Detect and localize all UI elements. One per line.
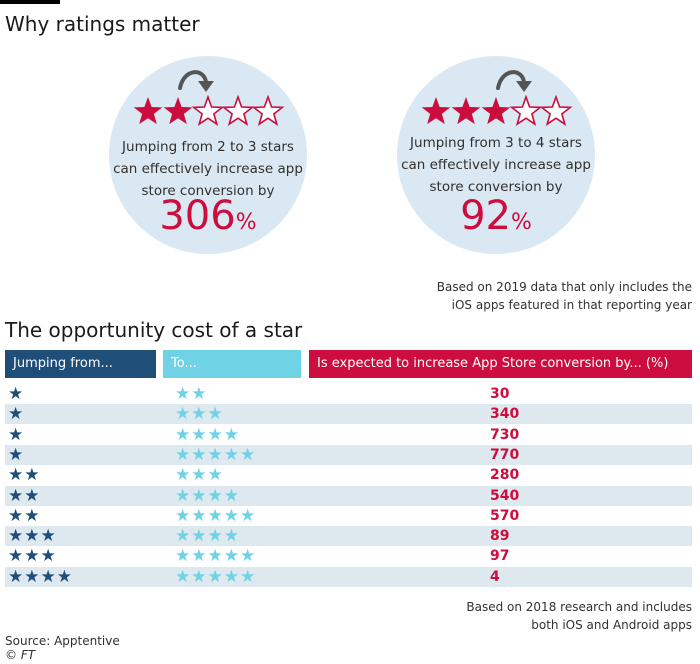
data-note-2019-line2: iOS apps featured in that reporting year	[451, 298, 692, 312]
filled-star-icon-2-1	[421, 97, 451, 125]
from-stars-icon: ★	[8, 404, 25, 425]
conversion-increase-value: 97	[490, 548, 510, 565]
callout-circle-2	[397, 56, 595, 254]
arrow-head-icon-1	[198, 81, 214, 92]
to-stars-icon: ★★★★★	[175, 505, 257, 526]
table-row: ★ ★★★★★ 770	[5, 444, 692, 465]
column-header-increase: Is expected to increase App Store conver…	[309, 350, 692, 378]
empty-star-icon-2-5	[539, 94, 573, 126]
conversion-increase-value: 89	[490, 528, 510, 545]
callout-text-1: Jumping from 2 to 3 stars can effectivel…	[113, 139, 303, 199]
table-row: ★ ★★ 30	[5, 384, 692, 404]
to-stars-icon: ★★★★	[175, 485, 240, 506]
data-note-2018-line2: both iOS and Android apps	[531, 618, 692, 632]
filled-star-icon-2-3	[481, 97, 511, 125]
table-row: ★ ★★★ 340	[5, 404, 692, 425]
empty-star-icon-2-4	[509, 94, 543, 126]
callout-value-2: 92%	[397, 193, 595, 239]
from-stars-icon: ★	[8, 424, 25, 445]
curved-arrow-icon-2	[496, 70, 526, 90]
section-title-opportunity-cost: The opportunity cost of a star	[5, 318, 303, 342]
data-note-2019-line1: Based on 2019 data that only includes th…	[436, 280, 692, 294]
filled-star-icon-1-1	[133, 97, 163, 125]
from-stars-icon: ★★★	[8, 546, 57, 567]
from-stars-icon: ★★★	[8, 526, 57, 547]
to-stars-icon: ★★★★	[175, 424, 240, 445]
ft-credit: © FT	[5, 648, 36, 662]
table-row: ★★★ ★★★★ 89	[5, 526, 692, 547]
callout-value-unit-2: %	[511, 210, 532, 235]
to-stars-icon: ★★★★★	[175, 546, 257, 567]
callout-value-number-2: 92	[460, 193, 511, 239]
callout-value-1: 306%	[109, 193, 307, 239]
empty-star-icon-1-4	[221, 94, 255, 126]
callout-value-unit-1: %	[235, 210, 257, 235]
conversion-increase-value: 280	[490, 467, 520, 484]
arrow-head-icon-2	[516, 81, 532, 92]
column-header-from: Jumping from...	[5, 350, 156, 378]
conversion-increase-value: 340	[490, 406, 520, 423]
callout-value-number-1: 306	[159, 193, 236, 239]
from-stars-icon: ★★	[8, 505, 41, 526]
conversion-increase-value: 540	[490, 487, 520, 504]
conversion-increase-value: 570	[490, 507, 520, 524]
callout-stars-1	[133, 70, 285, 126]
conversion-increase-value: 730	[490, 426, 520, 443]
to-stars-icon: ★★	[175, 384, 208, 404]
section-title-why-ratings: Why ratings matter	[5, 12, 200, 36]
empty-star-icon-1-5	[251, 94, 285, 126]
table-row: ★★ ★★★★★ 570	[5, 506, 692, 526]
table-row: ★★ ★★★★ 540	[5, 485, 692, 506]
filled-star-icon-1-2	[163, 97, 193, 125]
to-stars-icon: ★★★★★	[175, 444, 257, 465]
table-row: ★ ★★★★ 730	[5, 425, 692, 445]
source-text: Source: Apptentive	[5, 634, 120, 648]
from-stars-icon: ★★	[8, 485, 41, 506]
filled-star-icon-2-2	[451, 97, 481, 125]
to-stars-icon: ★★★★	[175, 526, 240, 547]
to-stars-icon: ★★★	[175, 404, 224, 425]
to-stars-icon: ★★★★★	[175, 566, 257, 587]
empty-star-icon-1-3	[191, 94, 225, 126]
data-note-2018: Based on 2018 research and includes both…	[466, 598, 692, 634]
data-note-2018-line1: Based on 2018 research and includes	[466, 600, 692, 614]
from-stars-icon: ★★★★	[8, 566, 73, 587]
conversion-increase-value: 770	[490, 446, 520, 463]
from-stars-icon: ★	[8, 384, 25, 404]
curved-arrow-icon-1	[178, 70, 208, 90]
table-row: ★★★ ★★★★★ 97	[5, 546, 692, 566]
to-stars-icon: ★★★	[175, 465, 224, 486]
callout-text-2: Jumping from 3 to 4 stars can effectivel…	[401, 135, 591, 195]
from-stars-icon: ★	[8, 444, 25, 465]
callout-stars-2	[421, 70, 573, 126]
table-row: ★★★★ ★★★★★ 4	[5, 566, 692, 587]
conversion-increase-value: 4	[490, 568, 500, 585]
column-header-to: To...	[163, 350, 301, 378]
data-note-2019: Based on 2019 data that only includes th…	[437, 278, 692, 314]
conversion-increase-value: 30	[490, 386, 510, 402]
table-row: ★★ ★★★ 280	[5, 465, 692, 485]
ft-top-bar	[0, 0, 60, 4]
from-stars-icon: ★★	[8, 465, 41, 486]
